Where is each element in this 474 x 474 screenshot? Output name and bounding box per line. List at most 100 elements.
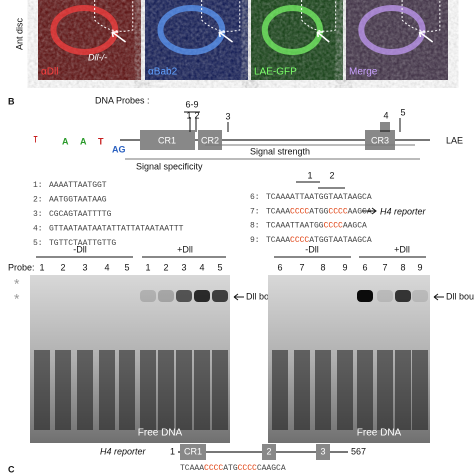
arrow (111, 31, 126, 43)
image-tissue (157, 5, 226, 55)
sequence: TCAAACCCCATGGTAATAAGCA (266, 236, 372, 245)
sequence-part: ATGG (309, 207, 328, 216)
image-tissue (358, 5, 426, 55)
gene-label: LAE (446, 135, 463, 145)
probe-mark: 6-9 (185, 99, 198, 109)
probe-mark: 5 (400, 107, 405, 117)
free-label: Free DNA (138, 428, 183, 439)
free-band (357, 350, 373, 430)
arrow (433, 293, 444, 301)
free-band (272, 350, 288, 430)
free-band (119, 350, 135, 430)
bound-band (412, 290, 428, 302)
panel-letter: C (8, 464, 15, 474)
bound-band (194, 290, 210, 302)
sequence-number: 7: (250, 207, 260, 216)
lane-label: 4 (104, 262, 109, 272)
reporter-box-label: 3 (320, 446, 325, 456)
free-band (412, 350, 428, 430)
sequence-number: 3: (33, 210, 43, 219)
condition-label: -Dll (73, 244, 87, 254)
free-band (315, 350, 331, 430)
sequence-part: CCCC (324, 222, 343, 231)
free-label: Free DNA (357, 428, 402, 439)
image-tissue (50, 5, 119, 55)
sequence-part: CGCAGTAATTTTG (49, 210, 112, 219)
reporter-box-label: 2 (266, 446, 271, 456)
sequence-part: CCCC (290, 236, 309, 245)
lane-label: 3 (82, 262, 87, 272)
panel-label: LAE-GFP (254, 67, 297, 78)
sequence-part: AAAATTAATGGT (49, 181, 107, 190)
mutant-label: Dll-/- (88, 52, 107, 62)
sequence-part: TCAAA (266, 207, 290, 216)
panel-label: αBab2 (148, 67, 178, 78)
sequences: 1: AAAATTAATGGT 2: AATGGTAATAAG 3: CGCAGTAATT… (33, 181, 372, 248)
sequence: TCAAACCCCATGCCCCCAAGCA (180, 464, 286, 473)
bound-band (158, 290, 174, 302)
sequence-part: CCCC (204, 464, 223, 473)
panel-label: Merge (349, 67, 378, 78)
free-band (194, 350, 210, 430)
lane-label: 2 (60, 262, 65, 272)
sequence-part: GTTAATAATAATATTATTATAATAATTT (49, 225, 184, 234)
reporter-end: 567 (351, 446, 366, 456)
sequence-number: 8: (250, 222, 260, 231)
panel-label: αDll (41, 67, 58, 78)
bound-band (357, 290, 373, 302)
probe-mark: 1 (186, 110, 191, 120)
sequence: AAAATTAATGGT (49, 181, 107, 190)
condition-label: +Dll (177, 244, 193, 254)
condition-label: -Dll (305, 244, 319, 254)
motif-logo: T A A T AG (34, 134, 126, 154)
free-band (55, 350, 71, 430)
bound-band (212, 290, 228, 302)
svg-text:A: A (80, 136, 87, 146)
outline (94, 0, 134, 32)
panel-letter: B (8, 96, 15, 106)
sequence-part: TCAAA (180, 464, 204, 473)
outline (301, 0, 337, 32)
region-label: Signal specificity (136, 161, 203, 171)
reporter-box-label: CR1 (184, 446, 202, 456)
sequence-part: TCAAATTAATGG (266, 222, 324, 231)
lane-label: 6 (277, 262, 282, 272)
sequence-part: TCAAAATTAATGGTAATAAGCA (266, 193, 372, 202)
reporter-box (262, 444, 276, 460)
lane-label: 1 (145, 262, 150, 272)
reporter-title: H4 reporter (100, 446, 147, 456)
lane-label: 7 (382, 262, 387, 272)
free-band (140, 350, 156, 430)
top-panels: αDll αBab2 LAE-GFP Merge Dll-/- (38, 0, 448, 80)
condition-label: +Dll (394, 244, 410, 254)
sequence-part: AAGCA (348, 207, 372, 216)
bound-band (140, 290, 156, 302)
reporter-box (180, 444, 206, 460)
sequence-part: CCCC (328, 207, 347, 216)
arrow (218, 31, 233, 43)
probe-mark: 4 (383, 110, 388, 120)
arrow (233, 293, 244, 301)
sequence-part: TGTTCTAATTGTTG (49, 239, 116, 248)
lane-label: 2 (163, 262, 168, 272)
lane-label: 3 (181, 262, 186, 272)
arrow (362, 207, 377, 215)
probe-mark: 2 (194, 110, 199, 120)
lane-label: 5 (124, 262, 129, 272)
sequence-part: CAAGCA (257, 464, 286, 473)
sequence: GTTAATAATAATATTATTATAATAATTT (49, 225, 184, 234)
svg-text:T: T (98, 136, 104, 146)
lane-label: 5 (217, 262, 222, 272)
sequence-number: 2: (33, 196, 43, 205)
lane-label: 8 (320, 262, 325, 272)
element-box (140, 130, 195, 150)
probe-mark: 3 (225, 111, 230, 121)
star: * (14, 291, 20, 307)
row-label: Ant disc (14, 17, 24, 50)
sequence: CGCAGTAATTTTG (49, 210, 112, 219)
sequence-number: 9: (250, 236, 260, 245)
reporter-start: 1 (170, 446, 175, 456)
sequence-part: CCCC (238, 464, 257, 473)
svg-text:T: T (34, 134, 38, 144)
